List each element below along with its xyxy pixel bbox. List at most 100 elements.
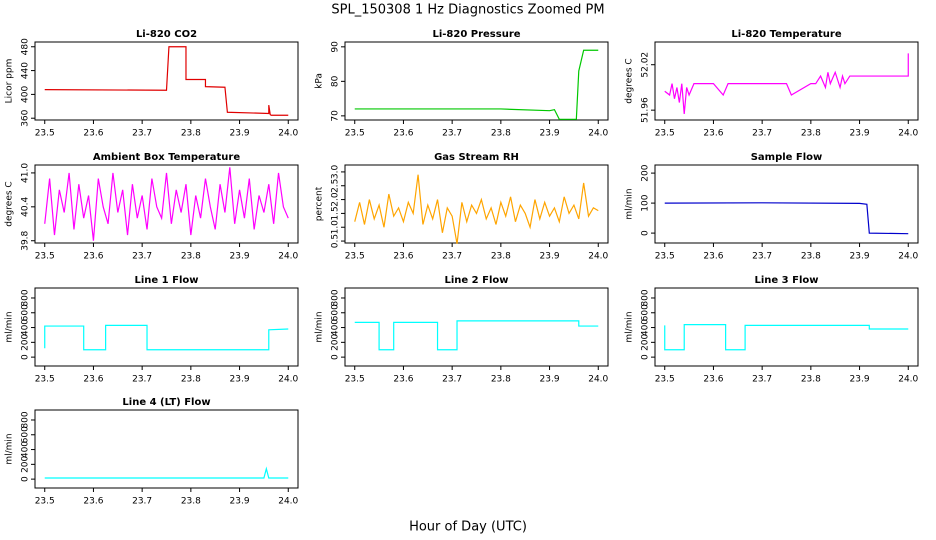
- x-tick-label: 23.5: [655, 129, 675, 139]
- x-tick-label: 24.0: [278, 129, 298, 139]
- y-tick-label: 480: [21, 38, 31, 55]
- y-tick-label: 800: [21, 289, 31, 306]
- y-tick-label: 100: [641, 194, 651, 211]
- x-tick-label: 24.0: [278, 252, 298, 262]
- x-tick-label: 23.7: [442, 129, 462, 139]
- plot-frame: [344, 41, 609, 121]
- x-tick-label: 23.9: [850, 252, 870, 262]
- x-tick-label: 23.6: [393, 375, 413, 385]
- x-tick-label: 23.5: [35, 252, 55, 262]
- x-tick-label: 23.9: [850, 129, 870, 139]
- plot-frame: [34, 409, 299, 489]
- page-title: SPL_150308 1 Hz Diagnostics Zoomed PM: [331, 3, 604, 18]
- x-tick-label: 24.0: [588, 129, 608, 139]
- data-line: [354, 49, 599, 120]
- data-line: [44, 46, 289, 116]
- x-tick-label: 23.8: [491, 129, 511, 139]
- x-tick-label: 23.7: [132, 497, 152, 507]
- x-tick-label: 23.7: [132, 252, 152, 262]
- y-tick-label: 2.5: [331, 179, 341, 193]
- y-tick-label: 0: [21, 476, 31, 482]
- x-tick-label: 23.5: [655, 252, 675, 262]
- panel-title: Line 4 (LT) Flow: [122, 397, 210, 408]
- y-tick-label: 200: [641, 164, 651, 181]
- plot-frame: [34, 41, 299, 121]
- x-tick-label: 23.9: [230, 375, 250, 385]
- x-tick-label: 23.8: [181, 129, 201, 139]
- y-axis-label: degrees C: [5, 181, 15, 226]
- plot-frame: [654, 287, 919, 367]
- x-tick-label: 23.7: [442, 252, 462, 262]
- x-tick-label: 24.0: [898, 252, 918, 262]
- x-tick-label: 23.6: [703, 129, 723, 139]
- y-tick-label: 0: [21, 354, 31, 360]
- y-tick-label: 800: [21, 411, 31, 428]
- panel-title: Li-820 Temperature: [731, 29, 841, 40]
- y-tick-label: 39.8: [21, 230, 31, 250]
- panel-title: Ambient Box Temperature: [93, 152, 240, 163]
- y-tick-label: 400: [331, 319, 341, 336]
- data-line: [664, 53, 909, 114]
- x-tick-label: 23.7: [752, 252, 772, 262]
- panel-title: Line 3 Flow: [755, 275, 819, 286]
- y-tick-label: 600: [21, 304, 31, 321]
- plot-frame: [654, 164, 919, 244]
- x-tick-label: 23.7: [752, 129, 772, 139]
- y-tick-label: 0.5: [331, 234, 341, 248]
- x-tick-label: 23.6: [83, 497, 103, 507]
- panel-title: Li-820 Pressure: [432, 29, 520, 40]
- x-tick-label: 23.8: [801, 129, 821, 139]
- y-tick-label: 200: [21, 333, 31, 350]
- x-tick-label: 24.0: [898, 375, 918, 385]
- x-tick-label: 23.5: [35, 129, 55, 139]
- x-tick-label: 23.9: [230, 252, 250, 262]
- panel-title: Sample Flow: [751, 152, 823, 163]
- x-tick-label: 23.6: [83, 252, 103, 262]
- x-tick-label: 23.6: [393, 252, 413, 262]
- y-tick-label: 400: [21, 319, 31, 336]
- x-tick-label: 23.5: [345, 129, 365, 139]
- x-tick-label: 23.9: [850, 375, 870, 385]
- x-tick-label: 23.6: [393, 129, 413, 139]
- y-axis-label: percent: [315, 186, 325, 221]
- panel-title: Gas Stream RH: [434, 152, 519, 163]
- x-tick-label: 23.9: [540, 129, 560, 139]
- x-tick-label: 23.7: [132, 129, 152, 139]
- data-line: [664, 202, 909, 235]
- plot-frame: [34, 287, 299, 367]
- y-axis-label: ml/min: [315, 311, 325, 342]
- x-tick-label: 23.6: [83, 375, 103, 385]
- y-tick-label: 800: [641, 289, 651, 306]
- panel-title: Line 1 Flow: [135, 275, 199, 286]
- data-line: [354, 320, 599, 351]
- x-tick-label: 23.9: [230, 129, 250, 139]
- y-tick-label: 52.02: [641, 52, 651, 78]
- y-tick-label: 90: [331, 41, 341, 53]
- x-tick-label: 23.6: [83, 129, 103, 139]
- data-line: [44, 167, 289, 241]
- x-tick-label: 23.6: [703, 252, 723, 262]
- plot-frame: [654, 41, 919, 121]
- y-tick-label: 600: [21, 426, 31, 443]
- y-axis-label: Licor ppm: [5, 59, 15, 104]
- y-axis-label: ml/min: [625, 311, 635, 342]
- x-tick-label: 23.5: [345, 375, 365, 385]
- y-tick-label: 400: [21, 86, 31, 103]
- y-axis-label: kPa: [315, 73, 325, 89]
- y-tick-label: 0: [641, 354, 651, 360]
- panel-title: Li-820 CO2: [136, 29, 197, 40]
- x-tick-label: 23.8: [801, 375, 821, 385]
- x-tick-label: 23.9: [540, 375, 560, 385]
- plot-frame: [34, 164, 299, 244]
- y-axis-label: degrees C: [625, 58, 635, 103]
- x-tick-label: 23.5: [35, 375, 55, 385]
- x-tick-label: 23.8: [181, 252, 201, 262]
- y-tick-label: 3.0: [331, 164, 341, 179]
- y-tick-label: 80: [331, 75, 341, 87]
- y-tick-label: 400: [641, 319, 651, 336]
- y-tick-label: 51.96: [641, 97, 651, 123]
- y-tick-label: 1.5: [331, 206, 341, 220]
- x-axis-label: Hour of Day (UTC): [409, 520, 527, 535]
- y-tick-label: 800: [331, 289, 341, 306]
